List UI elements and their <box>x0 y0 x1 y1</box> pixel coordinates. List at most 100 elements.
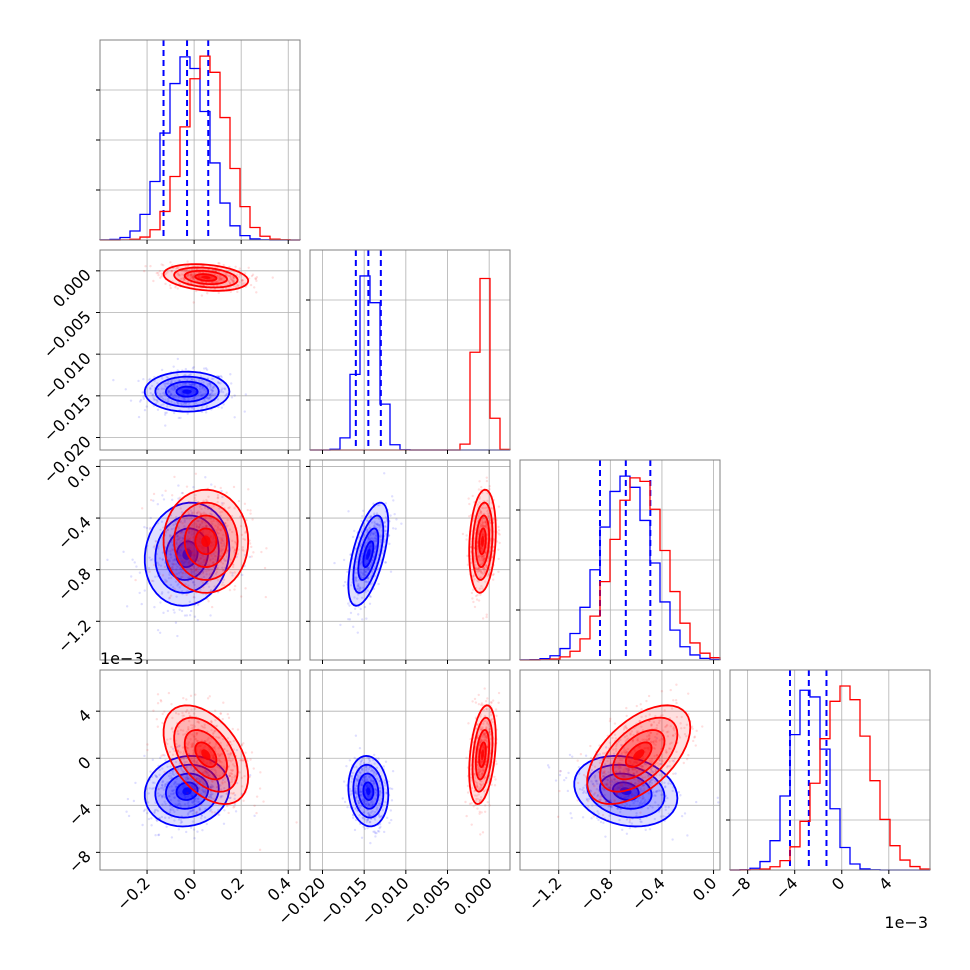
scatter-point <box>187 562 191 566</box>
scatter-point <box>200 387 204 390</box>
scatter-point <box>480 784 483 787</box>
scatter-point <box>666 764 669 768</box>
scatter-point <box>252 286 256 289</box>
scatter-point <box>191 275 194 279</box>
scatter-point <box>466 791 470 794</box>
scatter-point <box>492 545 495 548</box>
scatter-point <box>195 810 199 814</box>
scatter-point <box>220 277 223 280</box>
scatter-point <box>149 558 152 562</box>
scatter-point <box>168 750 172 754</box>
scatter-point <box>151 393 155 396</box>
scatter-point <box>360 554 363 558</box>
scatter-point <box>475 727 478 730</box>
scatter-point <box>359 571 363 574</box>
scatter-point <box>225 526 228 529</box>
scatter-point <box>367 814 371 817</box>
scatter-point <box>478 480 481 483</box>
contour-line <box>194 527 218 556</box>
scatter-point <box>191 809 194 812</box>
scatter-point <box>185 698 188 701</box>
scatter-point <box>366 770 369 774</box>
scatter-point <box>238 267 241 270</box>
scatter-point <box>374 522 378 526</box>
scatter-point <box>477 770 480 774</box>
scatter-point <box>356 778 360 782</box>
scatter-point <box>186 747 190 750</box>
scatter-point <box>484 506 487 510</box>
scatter-point <box>484 525 488 529</box>
scatter-point <box>497 532 500 535</box>
scatter-point <box>373 512 376 515</box>
scatter-point <box>196 603 200 607</box>
scatter-point <box>197 720 200 723</box>
scatter-point <box>353 529 356 533</box>
scatter-point <box>179 751 182 754</box>
scatter-point <box>649 784 652 787</box>
scatter-point <box>206 597 209 601</box>
scatter-point <box>190 553 193 557</box>
scatter-point <box>381 809 385 812</box>
scatter-point <box>209 393 213 396</box>
scatter-point <box>227 280 231 283</box>
scatter-point <box>196 720 199 724</box>
scatter-point <box>619 766 622 770</box>
scatter-point <box>194 799 197 802</box>
scatter-point <box>189 778 193 781</box>
scatter-point <box>220 583 224 586</box>
scatter-point <box>342 558 346 562</box>
scatter-point <box>357 801 361 805</box>
scatter-point <box>196 739 199 743</box>
scatter-point <box>384 561 387 564</box>
scatter-point <box>184 776 187 780</box>
scatter-point <box>219 550 222 553</box>
scatter-point <box>209 384 212 388</box>
scatter-point <box>364 580 367 584</box>
contour-line <box>194 273 218 282</box>
scatter-point <box>150 824 153 827</box>
scatter-point <box>218 517 221 521</box>
scatter-point <box>187 812 190 815</box>
scatter-point <box>354 807 357 811</box>
scatter-point <box>354 789 357 792</box>
scatter-point <box>166 549 169 553</box>
density-fill <box>201 749 211 761</box>
scatter-point <box>165 411 168 414</box>
scatter-point <box>469 776 473 780</box>
scatter-point <box>196 762 199 765</box>
scatter-point <box>470 786 474 790</box>
scatter-point <box>203 740 206 743</box>
scatter-point <box>210 793 213 796</box>
scatter-point <box>172 773 176 777</box>
scatter-point <box>359 790 362 794</box>
scatter-point <box>203 558 206 561</box>
scatter-point <box>199 375 203 378</box>
scatter-point <box>479 576 482 579</box>
scatter-point <box>220 277 223 281</box>
scatter-point <box>238 281 241 284</box>
scatter-point <box>461 532 465 536</box>
scatter-point <box>161 780 164 784</box>
scatter-point <box>192 486 195 489</box>
scatter-point <box>355 784 359 787</box>
scatter-point <box>191 367 195 370</box>
scatter-point <box>232 485 236 489</box>
scatter-point <box>186 813 190 816</box>
scatter-point <box>190 767 193 770</box>
scatter-point <box>198 779 201 783</box>
scatter-point <box>228 506 231 509</box>
scatter-point <box>241 279 244 282</box>
contour-line <box>175 385 199 398</box>
scatter-point <box>378 786 381 790</box>
scatter-point <box>166 376 170 380</box>
scatter-point <box>173 796 176 799</box>
scatter-point <box>162 793 166 796</box>
scatter-point <box>651 778 654 781</box>
scatter-point <box>176 538 179 541</box>
scatter-point <box>239 515 242 518</box>
scatter-point <box>362 781 365 784</box>
scatter-point <box>202 790 206 794</box>
scatter-point <box>364 591 367 594</box>
scatter-point <box>489 711 493 714</box>
scatter-point <box>477 793 480 796</box>
